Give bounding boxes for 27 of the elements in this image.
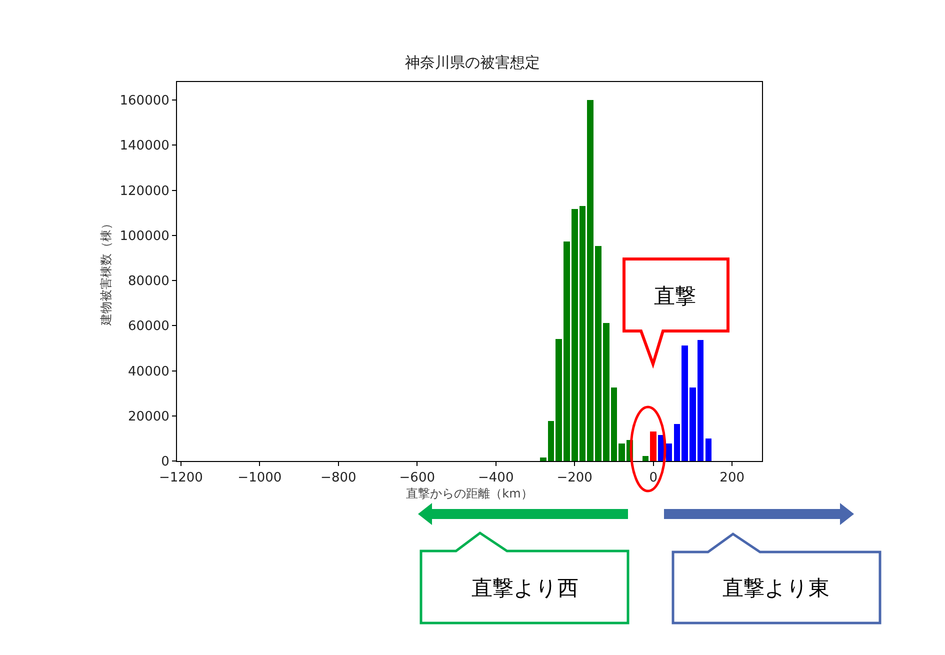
bar — [705, 438, 712, 461]
y-axis-title: 建物被害棟数（棟） — [99, 218, 114, 326]
y-tick-label: 0 — [161, 454, 170, 470]
x-tick-label: −1200 — [158, 470, 203, 486]
y-tick-label: 20000 — [128, 409, 170, 424]
x-tick-label: 0 — [649, 470, 658, 486]
bar — [650, 432, 656, 461]
text: 直撃より東 — [722, 575, 830, 602]
y-tick-label: 140000 — [120, 138, 170, 154]
x-tick-label: −800 — [320, 470, 356, 486]
y-tick-label: 160000 — [120, 94, 170, 109]
y-tick-label: 40000 — [128, 364, 170, 380]
y-tick-label: 80000 — [128, 274, 170, 290]
x-tick-label: −600 — [399, 470, 435, 486]
y-tick-label: 60000 — [128, 319, 170, 334]
x-tick-label: −400 — [478, 470, 514, 486]
x-tick-label: 200 — [720, 470, 744, 486]
text: 直撃より西 — [472, 575, 578, 602]
x-tick-label: −200 — [556, 470, 592, 486]
chart-title: 神奈川県の被害想定 — [405, 53, 540, 72]
bar — [642, 456, 649, 461]
bar — [666, 444, 672, 461]
x-axis-title: 直撃からの距離（km） — [406, 486, 533, 500]
y-tick-label: 120000 — [120, 184, 170, 199]
y-tick-label: 100000 — [120, 228, 170, 244]
annotation: 直撃 — [654, 283, 696, 310]
x-tick-label: −1000 — [238, 470, 282, 486]
